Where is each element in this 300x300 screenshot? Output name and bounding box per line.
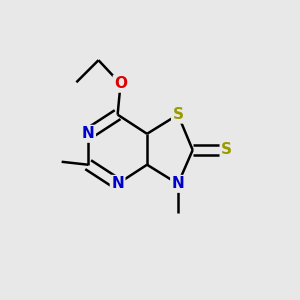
Text: S: S bbox=[221, 142, 232, 158]
Text: N: N bbox=[172, 176, 184, 191]
Text: N: N bbox=[111, 176, 124, 191]
Text: N: N bbox=[82, 126, 94, 141]
Text: O: O bbox=[114, 76, 127, 91]
Text: S: S bbox=[172, 107, 184, 122]
